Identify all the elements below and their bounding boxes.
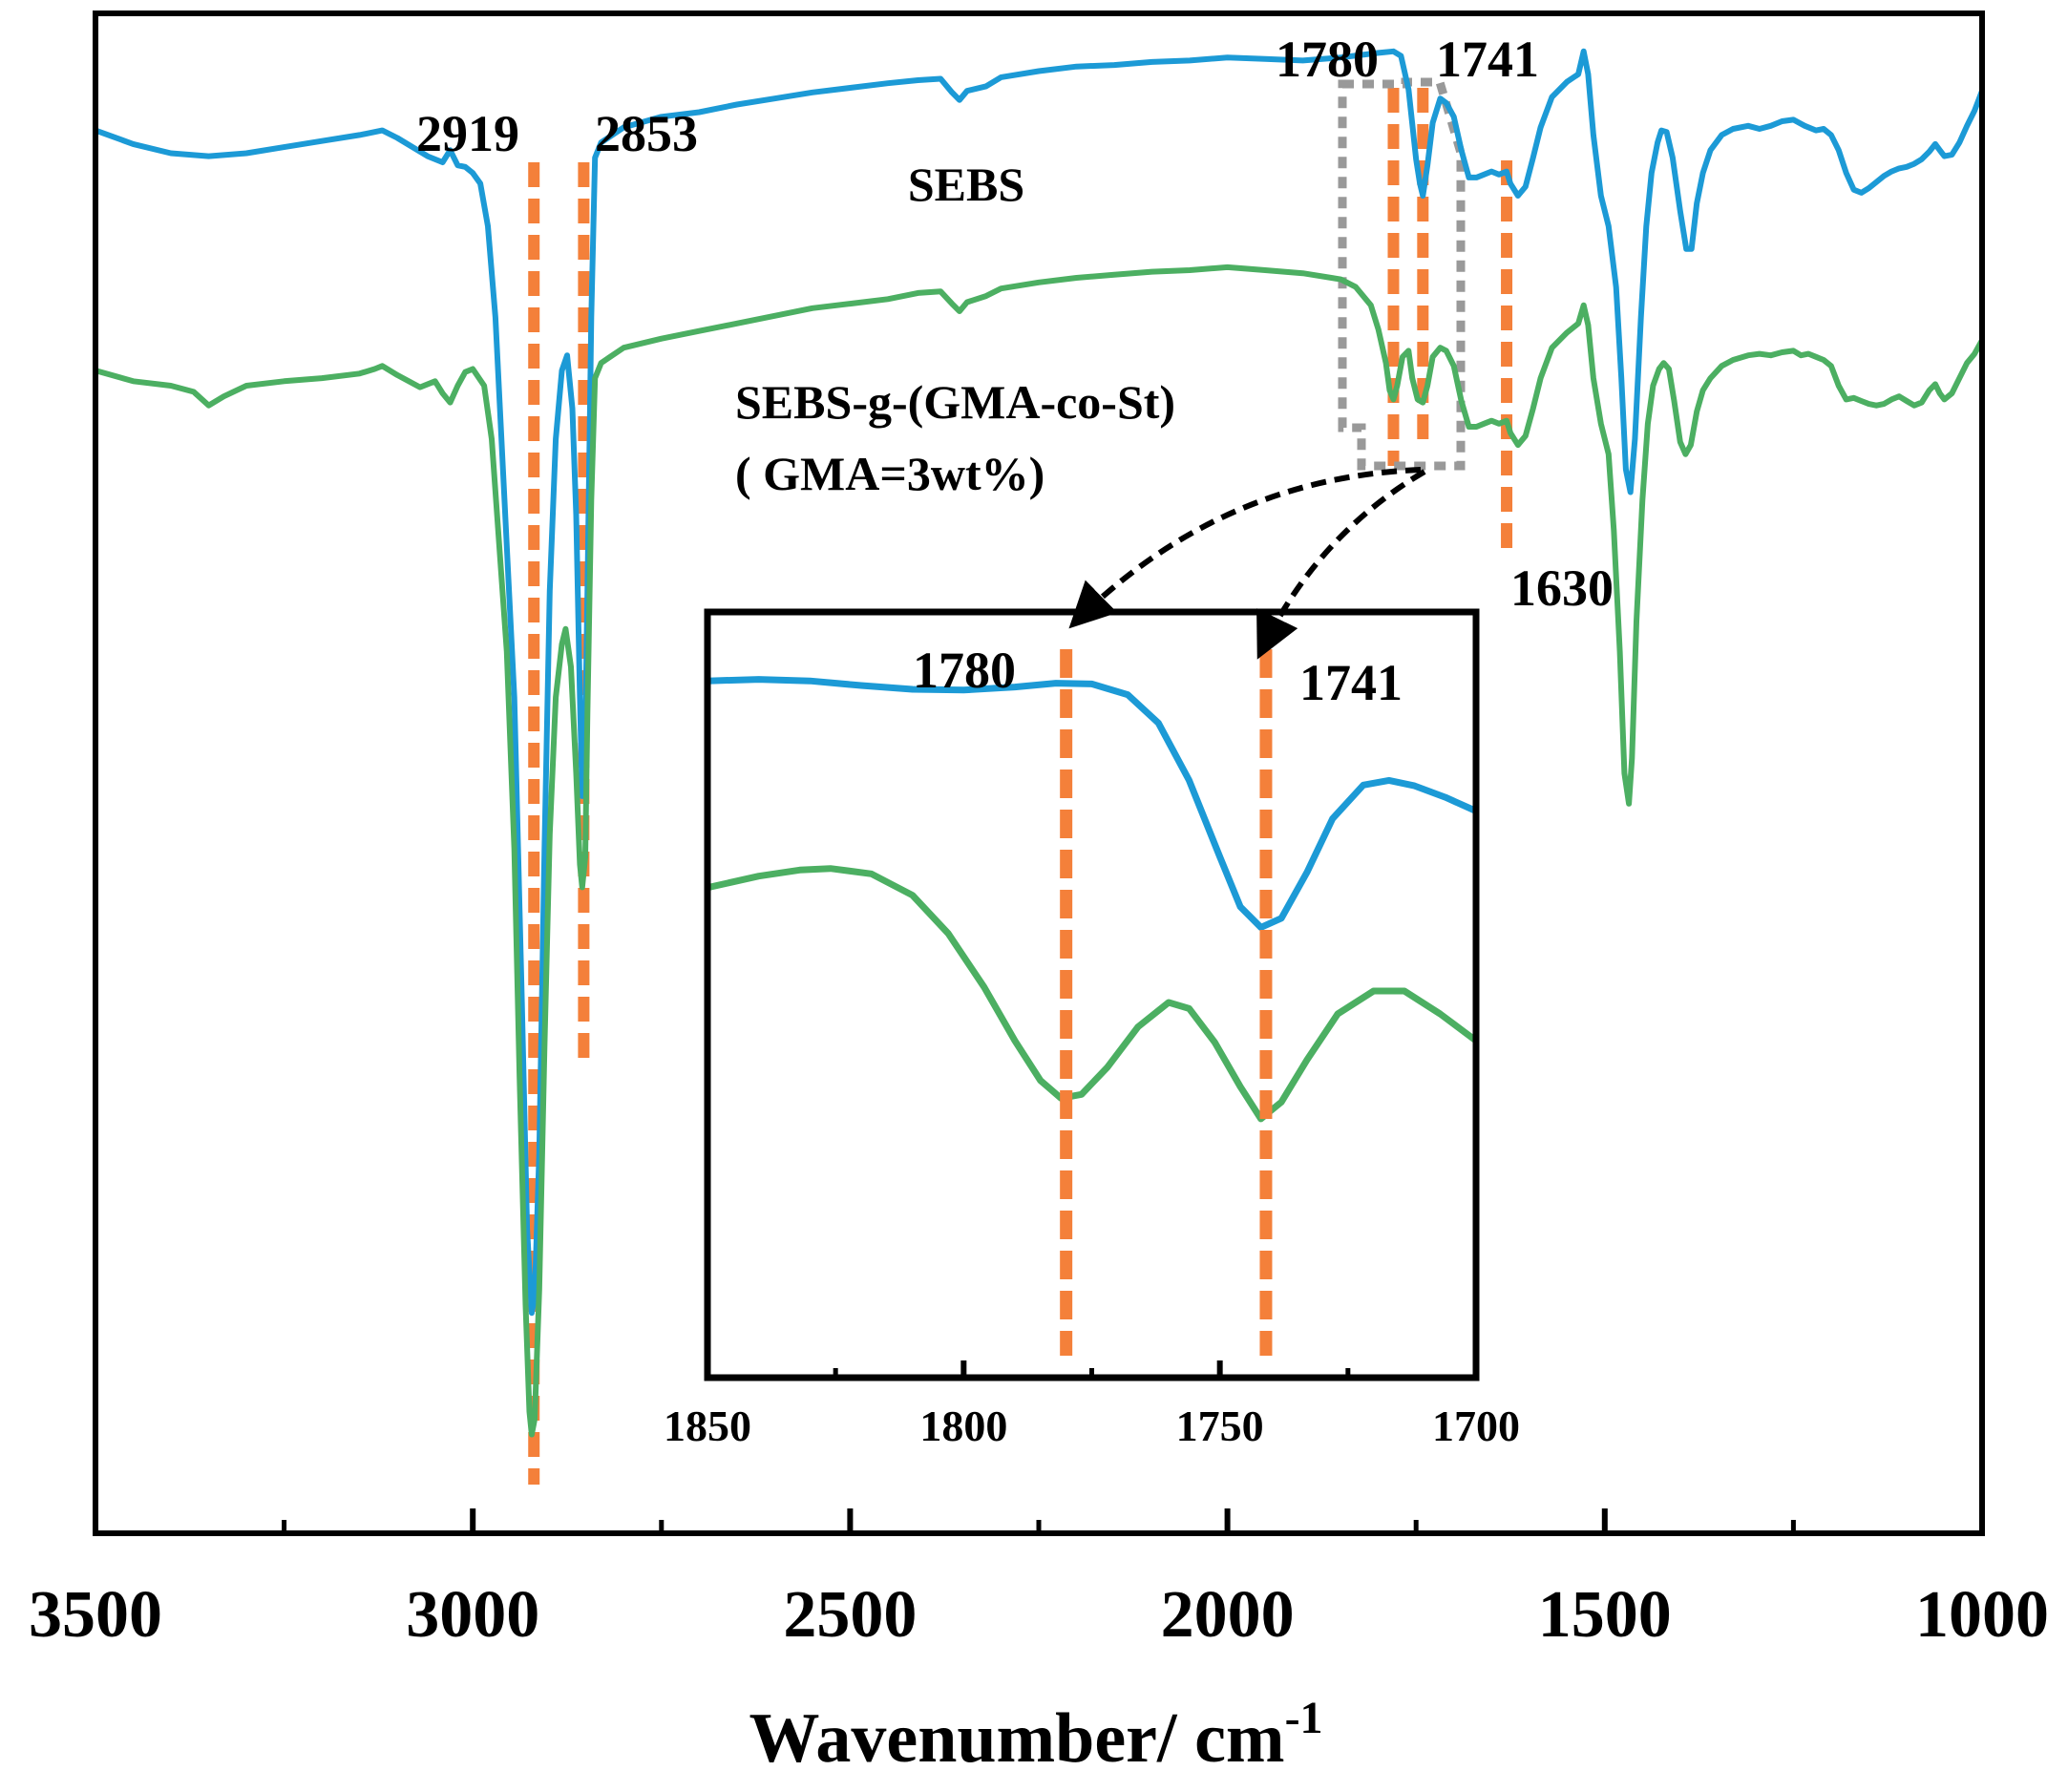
inset-x-tick-label-1750: 1750 <box>1176 1402 1264 1450</box>
peak-label-1741: 1741 <box>1436 31 1539 88</box>
x-tick-label-3500: 3500 <box>29 1578 162 1652</box>
x-axis-title-superscript: -1 <box>1285 1693 1323 1743</box>
x-axis-title: Wavenumber/ cm-1 <box>749 1693 1322 1778</box>
series-label-sebs: SEBS <box>908 158 1024 211</box>
series-line-sebs <box>94 48 1985 1317</box>
inset-peak-label-1741: 1741 <box>1299 654 1403 711</box>
zoom-arrow-1780 <box>1068 467 1422 629</box>
series-label-grafted-line2: ( GMA=3wt%) <box>735 447 1045 500</box>
zoom-arrow-1741 <box>1256 469 1426 660</box>
x-tick-label-2000: 2000 <box>1161 1578 1295 1652</box>
peak-label-1630: 1630 <box>1510 559 1614 617</box>
series-line-sebs-g-gma-co-st-gma-3wt <box>95 264 1985 1438</box>
x-tick-label-1500: 1500 <box>1538 1578 1672 1652</box>
inset-layer: 1850 1800 1750 1700 <box>664 467 1520 1450</box>
x-tick-label-2500: 2500 <box>783 1578 917 1652</box>
series-layer <box>94 48 1985 1438</box>
inset-peak-label-1780: 1780 <box>913 642 1016 699</box>
x-axis-title-text: Wavenumber/ cm <box>749 1699 1284 1778</box>
peak-label-2919: 2919 <box>416 105 519 162</box>
inset-x-tick-label-1800: 1800 <box>919 1402 1007 1450</box>
inset-series-line-sebs <box>707 676 1476 931</box>
x-tick-label-3000: 3000 <box>406 1578 539 1652</box>
inset-plot-area <box>707 676 1476 1123</box>
x-tick-label-1000: 1000 <box>1915 1578 2049 1652</box>
axes-layer: 3500 3000 2500 2000 1500 1000 <box>29 11 2049 1652</box>
inset-x-tick-label-1850: 1850 <box>664 1402 751 1450</box>
inset-x-tick-label-1700: 1700 <box>1432 1402 1520 1450</box>
zoom-box <box>1338 77 1466 471</box>
peak-label-1780: 1780 <box>1276 31 1379 88</box>
series-label-grafted-line1: SEBS-g-(GMA-co-St) <box>735 375 1175 429</box>
peak-label-2853: 2853 <box>595 105 698 162</box>
inset-series-line-sebs-g-gma-co-st-gma-3wt <box>707 865 1476 1123</box>
inset-background <box>707 612 1476 1378</box>
